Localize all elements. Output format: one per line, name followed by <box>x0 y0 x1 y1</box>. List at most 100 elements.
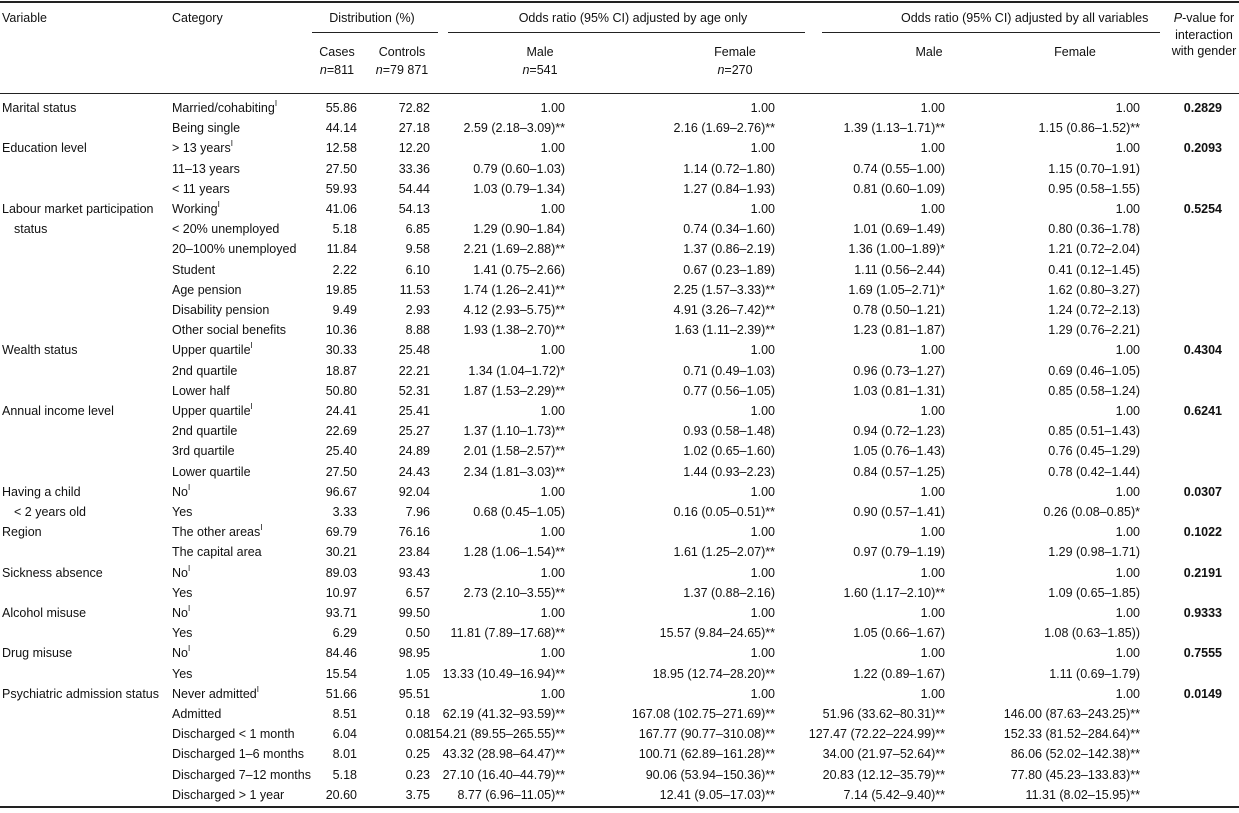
category: > 13 yearsI <box>172 140 233 156</box>
cell: 72.82 <box>398 101 430 115</box>
p-value: 0.0149 <box>1183 686 1222 701</box>
category-text: Lower quartile <box>172 464 251 479</box>
cell: 1.00 <box>1115 686 1140 701</box>
cell: 0.78 (0.50–1.21) <box>853 303 945 317</box>
category-text: No <box>172 484 188 499</box>
header-cell: Male <box>526 45 554 59</box>
p-value: 0.9333 <box>1183 606 1222 620</box>
variable: Region <box>2 525 42 540</box>
cell: 0.81 (0.60–1.09) <box>853 181 945 196</box>
category: The capital area <box>172 544 262 560</box>
cell: 1.11 (0.56–2.44) <box>854 262 945 277</box>
cell: 24.89 <box>398 444 430 459</box>
cell: 23.84 <box>398 545 430 560</box>
cell: 8.01 <box>332 747 357 762</box>
category: NoI <box>172 564 190 581</box>
cell: 1.23 (0.81–1.87) <box>853 323 945 338</box>
category: Yes <box>172 625 192 641</box>
category-text: Yes <box>172 666 193 681</box>
cell: 0.69 (0.46–1.05) <box>1048 363 1140 378</box>
header-cell: Male <box>915 45 943 59</box>
category: Being single <box>172 120 240 136</box>
cell: 0.71 (0.49–1.03) <box>683 363 775 378</box>
cell: 59.93 <box>325 181 357 196</box>
cell: 12.20 <box>398 141 430 156</box>
category-text: Lower half <box>172 383 230 398</box>
cell: 1.00 <box>1115 343 1140 358</box>
cell: 27.10 (16.40–44.79)** <box>442 767 565 782</box>
cell: 13.33 (10.49–16.94)** <box>442 666 565 681</box>
cell: 6.04 <box>332 727 357 742</box>
cell: 76.16 <box>398 525 430 540</box>
cell: 1.00 <box>750 606 775 620</box>
cell: 1.00 <box>750 686 775 701</box>
cell: 1.15 (0.70–1.91) <box>1048 161 1140 176</box>
category: Discharged 1–6 months <box>172 746 304 762</box>
cell: 1.00 <box>540 646 565 661</box>
category: NoI <box>172 483 190 500</box>
cell: 19.85 <box>325 282 357 297</box>
variable: Labour market participation <box>2 202 154 216</box>
reference-mark: I <box>274 99 278 108</box>
cell: 100.71 (62.89–161.28)** <box>638 747 775 762</box>
category: Married/cohabitingI <box>172 100 277 116</box>
cell: 12.58 <box>325 141 357 156</box>
category-text: Discharged 1–6 months <box>172 747 305 762</box>
cell: 1.00 <box>540 101 565 115</box>
category-text: Married/cohabiting <box>172 101 275 115</box>
cell: 0.74 (0.34–1.60) <box>683 222 775 237</box>
cell: 4.91 (3.26–7.42)** <box>673 303 775 317</box>
category: Lower quartile <box>172 464 251 480</box>
cell: 25.40 <box>325 444 357 459</box>
category-text: Upper quartile <box>172 404 251 418</box>
cell: 0.95 (0.58–1.55) <box>1048 181 1140 196</box>
category: Student <box>172 262 215 278</box>
cell: 86.06 (52.02–142.38)** <box>1010 747 1140 762</box>
n-symbol: n <box>319 63 327 77</box>
cell: 20.60 <box>325 787 357 802</box>
category-text: 2nd quartile <box>172 424 238 439</box>
cell: 1.00 <box>750 565 775 580</box>
cell: 0.84 (0.57–1.25) <box>853 464 945 479</box>
cell: 0.93 (0.58–1.48) <box>683 424 775 439</box>
cell: 1.00 <box>540 343 565 358</box>
reference-mark: I <box>230 139 233 149</box>
variable: status <box>14 222 48 237</box>
n-value: =541 <box>529 63 558 77</box>
cell: 1.87 (1.53–2.29)** <box>463 383 565 398</box>
cell: 77.80 (45.23–133.83)** <box>1010 767 1140 782</box>
cell: 0.26 (0.08–0.85)* <box>1043 505 1140 519</box>
cell: 11.53 <box>399 282 430 297</box>
cell: 15.54 <box>325 666 357 681</box>
reference-mark: I <box>187 604 191 613</box>
cell: 0.85 (0.51–1.43) <box>1048 424 1140 439</box>
cell: 22.21 <box>398 363 430 378</box>
cell: 1.00 <box>920 202 945 216</box>
category-text: Never admitted <box>172 686 257 701</box>
cell: 1.09 (0.65–1.85) <box>1048 585 1140 600</box>
cell: 7.96 <box>405 505 430 519</box>
category-text: Age pension <box>172 282 242 297</box>
cell: 1.15 (0.86–1.52)** <box>1038 121 1140 136</box>
category-text: Being single <box>172 121 241 136</box>
cell: 0.96 (0.73–1.27) <box>853 363 945 378</box>
cell: 1.62 (0.80–3.27) <box>1048 282 1140 297</box>
n-symbol: n <box>717 63 725 77</box>
variable: Drug misuse <box>2 646 73 661</box>
category: Never admittedI <box>172 685 259 702</box>
cell: 0.77 (0.56–1.05) <box>683 383 775 398</box>
cell: 41.06 <box>325 202 357 216</box>
p-value: 0.2829 <box>1183 101 1222 115</box>
p-value: 0.7555 <box>1183 646 1222 661</box>
cell: 0.67 (0.23–1.89) <box>683 262 775 277</box>
category: Disability pension <box>172 302 269 318</box>
cell: 127.47 (72.22–224.99)** <box>808 727 945 742</box>
cell: 167.08 (102.75–271.69)** <box>631 707 775 721</box>
cell: 0.78 (0.42–1.44) <box>1048 464 1140 479</box>
header-cell: Female <box>1054 45 1096 59</box>
cell: 0.16 (0.05–0.51)** <box>673 505 775 519</box>
header-cell: Odds ratio (95% CI) adjusted by age only <box>518 11 748 25</box>
variable: Marital status <box>2 101 77 115</box>
cell: 6.10 <box>405 262 430 277</box>
cell: 24.41 <box>325 404 357 418</box>
